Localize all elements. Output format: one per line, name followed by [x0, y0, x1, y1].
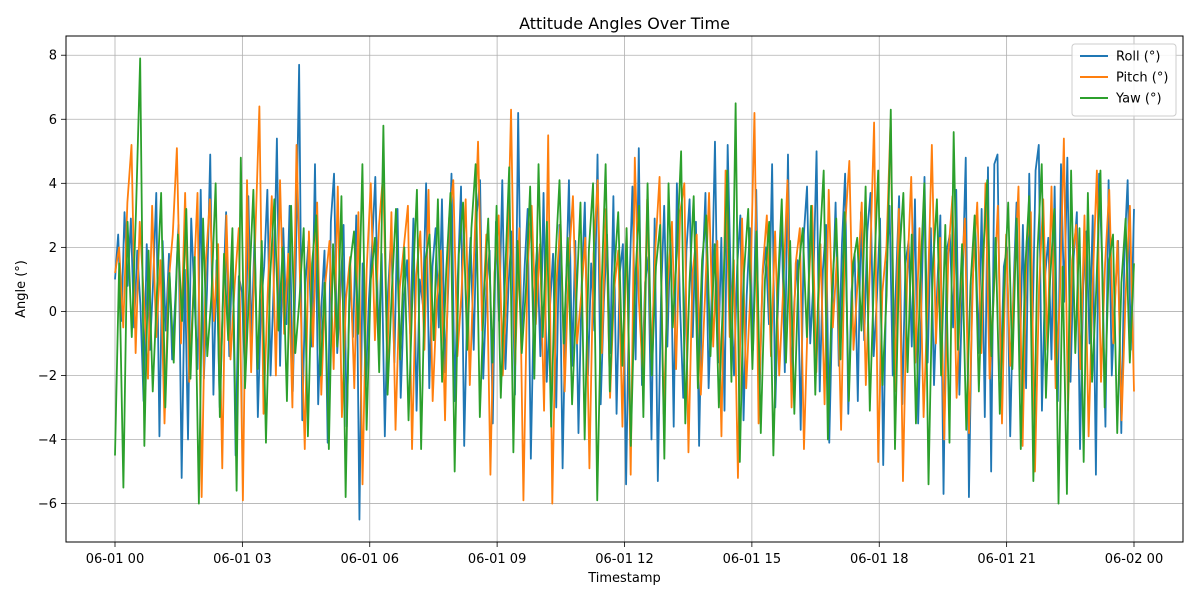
- y-tick-label: 2: [49, 241, 57, 256]
- x-tick-label: 06-01 18: [850, 552, 908, 567]
- x-tick-label: 06-02 00: [1105, 552, 1163, 567]
- x-tick-label: 06-01 03: [213, 552, 271, 567]
- x-tick-label: 06-01 15: [723, 552, 781, 567]
- y-tick-label: 6: [49, 113, 57, 128]
- y-axis-label: Angle (°): [14, 260, 29, 318]
- x-axis-label: Timestamp: [587, 571, 661, 586]
- grid: [66, 36, 1183, 542]
- chart-title: Attitude Angles Over Time: [519, 14, 730, 33]
- legend-label-2: Yaw (°): [1115, 92, 1162, 107]
- y-tick-label: 8: [49, 49, 57, 64]
- x-axis: 06-01 00 06-01 03 06-01 06 06-01 09 06-01 12…: [86, 542, 1163, 567]
- y-tick-label: 0: [49, 305, 57, 320]
- x-tick-label: 06-01 09: [468, 552, 526, 567]
- y-tick-label: −6: [38, 497, 57, 512]
- legend-label-1: Pitch (°): [1116, 71, 1168, 86]
- x-tick-label: 06-01 06: [341, 552, 399, 567]
- plot-area: [114, 57, 1135, 521]
- y-tick-label: −2: [38, 369, 57, 384]
- legend: Roll (°) Pitch (°) Yaw (°): [1071, 43, 1177, 117]
- y-axis: −6 −4 −2 0 2 4 6 8: [38, 49, 66, 512]
- legend-label-0: Roll (°): [1116, 50, 1160, 65]
- x-tick-label: 06-01 12: [595, 552, 653, 567]
- x-tick-label: 06-01 00: [86, 552, 144, 567]
- x-tick-label: 06-01 21: [977, 552, 1035, 567]
- y-tick-label: −4: [38, 433, 57, 448]
- series-line-2: [114, 57, 1135, 505]
- y-tick-label: 4: [49, 177, 57, 192]
